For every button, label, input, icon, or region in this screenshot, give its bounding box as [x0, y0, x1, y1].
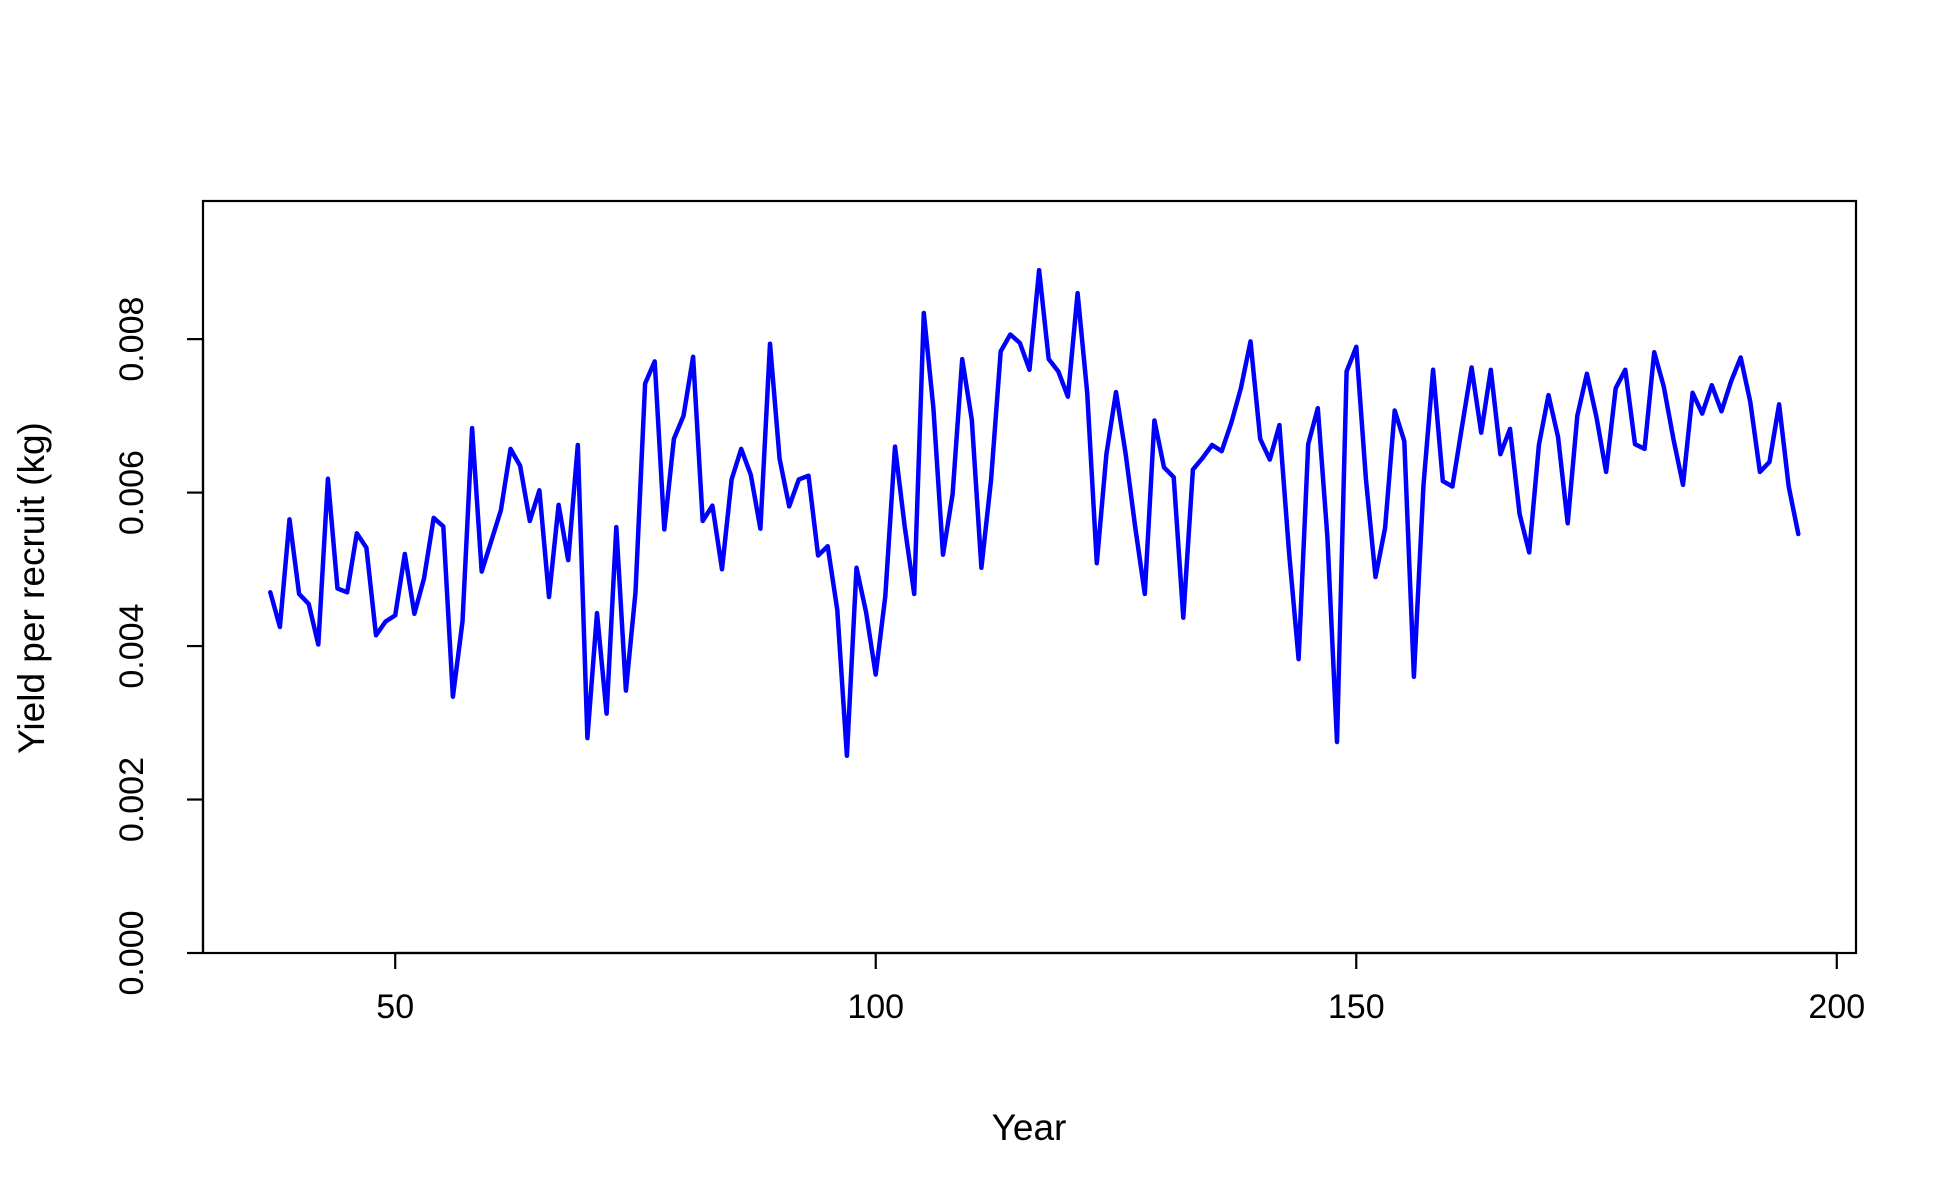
x-tick-label: 50 [376, 988, 414, 1026]
y-tick-label: 0.008 [113, 297, 151, 382]
plot-frame [201, 199, 1858, 955]
x-tick-label: 150 [1328, 988, 1385, 1026]
y-axis: 0.000 0.002 0.004 0.006 0.008 [113, 297, 205, 996]
y-tick-label: 0.002 [113, 757, 151, 842]
y-tick-label: 0.006 [113, 450, 151, 535]
series-line [268, 267, 1801, 759]
y-tick-label: 0.000 [113, 910, 151, 995]
x-tick-label: 100 [847, 988, 904, 1026]
y-tick-label: 0.004 [113, 604, 151, 689]
x-axis: 50 100 150 200 [376, 951, 1865, 1026]
x-axis-title: Year [992, 1107, 1067, 1148]
y-axis-title: Yield per recruit (kg) [11, 422, 52, 754]
x-tick-label: 200 [1808, 988, 1865, 1026]
